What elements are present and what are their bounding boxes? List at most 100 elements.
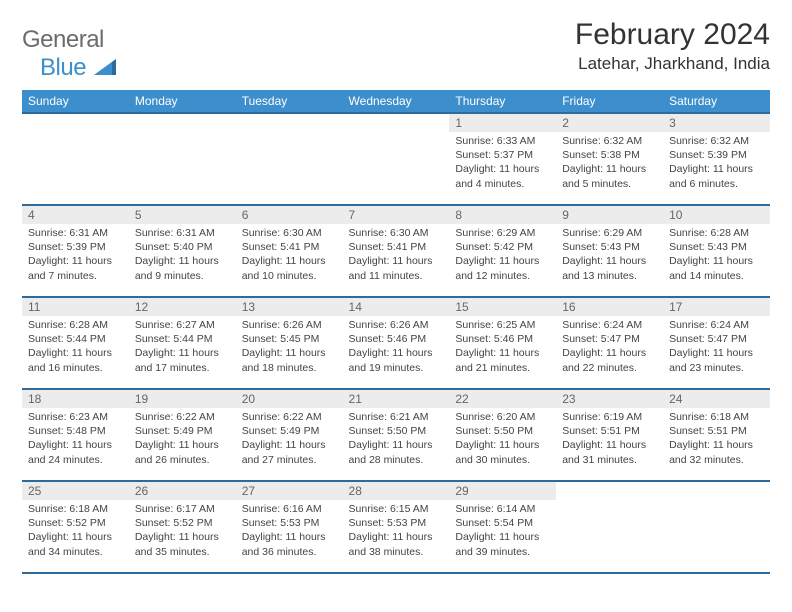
sunrise-text: Sunrise: 6:30 AM — [349, 226, 444, 240]
calendar-cell: 11Sunrise: 6:28 AMSunset: 5:44 PMDayligh… — [22, 297, 129, 389]
calendar-cell: 15Sunrise: 6:25 AMSunset: 5:46 PMDayligh… — [449, 297, 556, 389]
day-details: Sunrise: 6:20 AMSunset: 5:50 PMDaylight:… — [449, 408, 556, 471]
daylight-text: Daylight: 11 hours and 21 minutes. — [455, 346, 550, 374]
calendar-cell: 18Sunrise: 6:23 AMSunset: 5:48 PMDayligh… — [22, 389, 129, 481]
day-details: Sunrise: 6:31 AMSunset: 5:40 PMDaylight:… — [129, 224, 236, 287]
calendar-cell: 21Sunrise: 6:21 AMSunset: 5:50 PMDayligh… — [343, 389, 450, 481]
day-number: 5 — [129, 206, 236, 224]
col-saturday: Saturday — [663, 90, 770, 113]
day-number: 12 — [129, 298, 236, 316]
sunset-text: Sunset: 5:50 PM — [455, 424, 550, 438]
sunset-text: Sunset: 5:42 PM — [455, 240, 550, 254]
sunrise-text: Sunrise: 6:23 AM — [28, 410, 123, 424]
sunset-text: Sunset: 5:53 PM — [242, 516, 337, 530]
daylight-text: Daylight: 11 hours and 19 minutes. — [349, 346, 444, 374]
calendar-cell: 12Sunrise: 6:27 AMSunset: 5:44 PMDayligh… — [129, 297, 236, 389]
sunrise-text: Sunrise: 6:24 AM — [562, 318, 657, 332]
sunrise-text: Sunrise: 6:26 AM — [349, 318, 444, 332]
calendar-cell: 4Sunrise: 6:31 AMSunset: 5:39 PMDaylight… — [22, 205, 129, 297]
sunrise-text: Sunrise: 6:16 AM — [242, 502, 337, 516]
calendar-cell: 14Sunrise: 6:26 AMSunset: 5:46 PMDayligh… — [343, 297, 450, 389]
day-details: Sunrise: 6:14 AMSunset: 5:54 PMDaylight:… — [449, 500, 556, 563]
col-friday: Friday — [556, 90, 663, 113]
daylight-text: Daylight: 11 hours and 14 minutes. — [669, 254, 764, 282]
sunrise-text: Sunrise: 6:33 AM — [455, 134, 550, 148]
calendar-week-row: 4Sunrise: 6:31 AMSunset: 5:39 PMDaylight… — [22, 205, 770, 297]
day-number: 1 — [449, 114, 556, 132]
sunset-text: Sunset: 5:37 PM — [455, 148, 550, 162]
col-monday: Monday — [129, 90, 236, 113]
day-details: Sunrise: 6:24 AMSunset: 5:47 PMDaylight:… — [663, 316, 770, 379]
sunrise-text: Sunrise: 6:31 AM — [135, 226, 230, 240]
calendar-cell: 10Sunrise: 6:28 AMSunset: 5:43 PMDayligh… — [663, 205, 770, 297]
col-sunday: Sunday — [22, 90, 129, 113]
sunrise-text: Sunrise: 6:28 AM — [28, 318, 123, 332]
calendar-cell — [343, 113, 450, 205]
day-details: Sunrise: 6:31 AMSunset: 5:39 PMDaylight:… — [22, 224, 129, 287]
daylight-text: Daylight: 11 hours and 35 minutes. — [135, 530, 230, 558]
day-number: 23 — [556, 390, 663, 408]
calendar-week-row: 25Sunrise: 6:18 AMSunset: 5:52 PMDayligh… — [22, 481, 770, 573]
day-details: Sunrise: 6:19 AMSunset: 5:51 PMDaylight:… — [556, 408, 663, 471]
sunset-text: Sunset: 5:46 PM — [349, 332, 444, 346]
calendar-cell: 1Sunrise: 6:33 AMSunset: 5:37 PMDaylight… — [449, 113, 556, 205]
calendar-cell: 3Sunrise: 6:32 AMSunset: 5:39 PMDaylight… — [663, 113, 770, 205]
daylight-text: Daylight: 11 hours and 39 minutes. — [455, 530, 550, 558]
day-details: Sunrise: 6:15 AMSunset: 5:53 PMDaylight:… — [343, 500, 450, 563]
day-details: Sunrise: 6:26 AMSunset: 5:46 PMDaylight:… — [343, 316, 450, 379]
daylight-text: Daylight: 11 hours and 6 minutes. — [669, 162, 764, 190]
calendar-week-row: 18Sunrise: 6:23 AMSunset: 5:48 PMDayligh… — [22, 389, 770, 481]
day-number: 16 — [556, 298, 663, 316]
day-details: Sunrise: 6:26 AMSunset: 5:45 PMDaylight:… — [236, 316, 343, 379]
day-number: 27 — [236, 482, 343, 500]
sunset-text: Sunset: 5:44 PM — [28, 332, 123, 346]
sunrise-text: Sunrise: 6:29 AM — [562, 226, 657, 240]
day-number: 9 — [556, 206, 663, 224]
sunrise-text: Sunrise: 6:19 AM — [562, 410, 657, 424]
day-number: 4 — [22, 206, 129, 224]
sunset-text: Sunset: 5:51 PM — [562, 424, 657, 438]
day-number: 25 — [22, 482, 129, 500]
calendar-cell — [129, 113, 236, 205]
day-details: Sunrise: 6:25 AMSunset: 5:46 PMDaylight:… — [449, 316, 556, 379]
daylight-text: Daylight: 11 hours and 18 minutes. — [242, 346, 337, 374]
calendar-cell: 5Sunrise: 6:31 AMSunset: 5:40 PMDaylight… — [129, 205, 236, 297]
daylight-text: Daylight: 11 hours and 13 minutes. — [562, 254, 657, 282]
daylight-text: Daylight: 11 hours and 27 minutes. — [242, 438, 337, 466]
day-number: 2 — [556, 114, 663, 132]
daylight-text: Daylight: 11 hours and 36 minutes. — [242, 530, 337, 558]
sunset-text: Sunset: 5:52 PM — [28, 516, 123, 530]
calendar-page: General Blue February 2024 Latehar, Jhar… — [0, 0, 792, 592]
sunset-text: Sunset: 5:50 PM — [349, 424, 444, 438]
sunrise-text: Sunrise: 6:27 AM — [135, 318, 230, 332]
day-number: 6 — [236, 206, 343, 224]
day-number: 13 — [236, 298, 343, 316]
daylight-text: Daylight: 11 hours and 12 minutes. — [455, 254, 550, 282]
header: General Blue February 2024 Latehar, Jhar… — [22, 18, 770, 82]
day-details: Sunrise: 6:21 AMSunset: 5:50 PMDaylight:… — [343, 408, 450, 471]
day-number: 29 — [449, 482, 556, 500]
day-details: Sunrise: 6:27 AMSunset: 5:44 PMDaylight:… — [129, 316, 236, 379]
calendar-header-row: Sunday Monday Tuesday Wednesday Thursday… — [22, 90, 770, 113]
daylight-text: Daylight: 11 hours and 38 minutes. — [349, 530, 444, 558]
daylight-text: Daylight: 11 hours and 31 minutes. — [562, 438, 657, 466]
month-title: February 2024 — [575, 18, 770, 52]
sunset-text: Sunset: 5:43 PM — [562, 240, 657, 254]
day-details: Sunrise: 6:22 AMSunset: 5:49 PMDaylight:… — [236, 408, 343, 471]
sunrise-text: Sunrise: 6:17 AM — [135, 502, 230, 516]
sunrise-text: Sunrise: 6:25 AM — [455, 318, 550, 332]
daylight-text: Daylight: 11 hours and 24 minutes. — [28, 438, 123, 466]
day-number: 19 — [129, 390, 236, 408]
sunrise-text: Sunrise: 6:14 AM — [455, 502, 550, 516]
sunset-text: Sunset: 5:52 PM — [135, 516, 230, 530]
sunrise-text: Sunrise: 6:29 AM — [455, 226, 550, 240]
day-number: 20 — [236, 390, 343, 408]
calendar-cell: 2Sunrise: 6:32 AMSunset: 5:38 PMDaylight… — [556, 113, 663, 205]
sunset-text: Sunset: 5:53 PM — [349, 516, 444, 530]
day-details: Sunrise: 6:32 AMSunset: 5:39 PMDaylight:… — [663, 132, 770, 195]
sunrise-text: Sunrise: 6:22 AM — [242, 410, 337, 424]
calendar-cell: 17Sunrise: 6:24 AMSunset: 5:47 PMDayligh… — [663, 297, 770, 389]
sunrise-text: Sunrise: 6:18 AM — [669, 410, 764, 424]
sunset-text: Sunset: 5:48 PM — [28, 424, 123, 438]
daylight-text: Daylight: 11 hours and 23 minutes. — [669, 346, 764, 374]
